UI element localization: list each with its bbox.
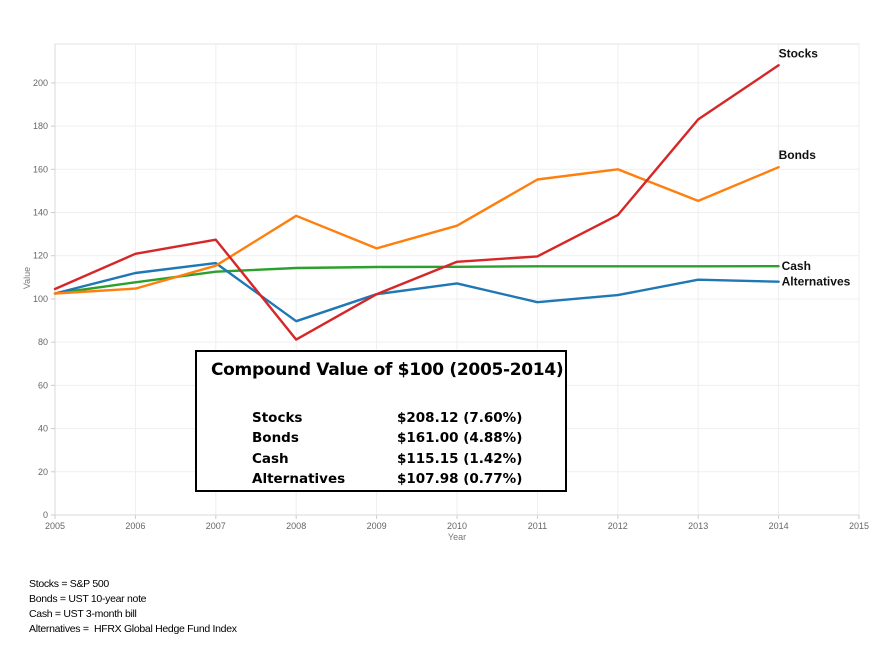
y-tick-label: 80 [38, 337, 48, 347]
summary-row-value: $107.98 (0.77%) [397, 471, 523, 487]
footnote: Cash = UST 3-month bill [29, 608, 137, 620]
x-tick-label: 2008 [286, 521, 306, 531]
series-end-labels: Stocks Bonds Cash Alternatives [779, 46, 851, 288]
series-lines [53, 64, 780, 341]
series-label-stocks: Stocks [779, 46, 819, 60]
series-label-alternatives: Alternatives [782, 275, 851, 289]
footnote: Alternatives = HFRX Global Hedge Fund In… [29, 623, 237, 635]
axes: 0 20 40 60 80 100 120 140 160 180 200 2005 2006 2007 2… [33, 44, 869, 531]
footnote: Stocks = S&P 500 [29, 578, 109, 590]
summary-row-name: Bonds [252, 430, 299, 446]
y-tick-label: 200 [33, 78, 48, 88]
x-tick-label: 2013 [688, 521, 708, 531]
x-tick-label: 2006 [125, 521, 145, 531]
footnote: Bonds = UST 10-year note [29, 593, 147, 605]
series-line-stocks [53, 64, 780, 341]
series-label-bonds: Bonds [779, 148, 817, 162]
y-tick-label: 60 [38, 380, 48, 390]
summary-row-name: Stocks [252, 410, 303, 426]
x-tick-label: 2005 [45, 521, 65, 531]
summary-row-name: Alternatives [252, 471, 346, 487]
summary-row-value: $115.15 (1.42%) [397, 451, 523, 467]
y-tick-label: 120 [33, 251, 48, 261]
x-axis-title: Year [448, 532, 466, 542]
summary-box: Compound Value of $100 (2005-2014) Stock… [195, 350, 567, 492]
series-line-alternatives [53, 261, 780, 323]
y-axis-title: Value [22, 267, 32, 289]
y-tick-label: 140 [33, 208, 48, 218]
x-tick-label: 2012 [608, 521, 628, 531]
y-tick-label: 40 [38, 424, 48, 434]
line-chart: 0 20 40 60 80 100 120 140 160 180 200 2005 2006 2007 2… [22, 43, 869, 542]
y-tick-label: 0 [43, 510, 48, 520]
footnotes: Stocks = S&P 500 Bonds = UST 10-year not… [29, 577, 237, 637]
summary-row-name: Cash [252, 451, 289, 467]
y-tick-label: 160 [33, 164, 48, 174]
y-tick-label: 20 [38, 467, 48, 477]
y-tick-label: 180 [33, 121, 48, 131]
x-tick-label: 2014 [769, 521, 789, 531]
series-label-cash: Cash [782, 259, 811, 273]
x-tick-label: 2009 [367, 521, 387, 531]
series-line-bonds [53, 165, 780, 295]
x-tick-label: 2015 [849, 521, 869, 531]
x-tick-label: 2007 [206, 521, 226, 531]
summary-row-value: $161.00 (4.88%) [397, 430, 523, 446]
x-tick-label: 2010 [447, 521, 467, 531]
y-tick-label: 100 [33, 294, 48, 304]
summary-row-value: $208.12 (7.60%) [397, 410, 523, 426]
summary-title: Compound Value of $100 (2005-2014) [211, 360, 564, 380]
x-tick-label: 2011 [528, 521, 547, 531]
